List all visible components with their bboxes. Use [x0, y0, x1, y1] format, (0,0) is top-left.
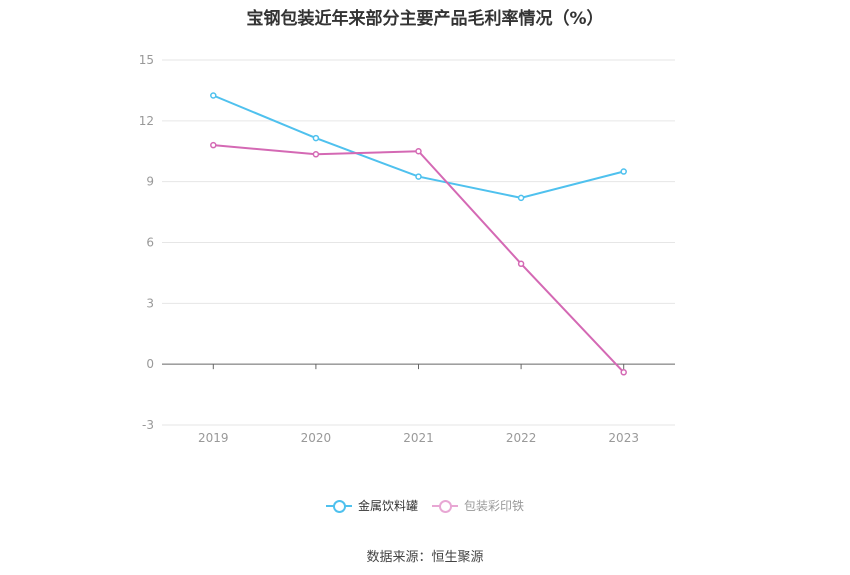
y-tick-label: 0 — [146, 357, 154, 371]
series-line-0 — [212, 94, 624, 199]
y-tick-label: 15 — [139, 53, 154, 67]
x-tick-label: 2023 — [608, 431, 639, 445]
y-tick-label: 6 — [146, 236, 154, 250]
legend-marker-icon — [325, 499, 352, 513]
y-tick-label: -3 — [142, 418, 154, 432]
data-point-0-1[interactable] — [312, 134, 320, 142]
x-tick-label: 2019 — [198, 431, 229, 445]
data-point-1-3[interactable] — [517, 260, 525, 268]
data-source: 数据来源：恒生聚源 — [366, 550, 484, 565]
legend-label: 金属饮料罐 — [357, 499, 418, 513]
x-tick-label: 2020 — [301, 431, 332, 445]
x-tick-label: 2022 — [506, 431, 537, 445]
data-point-0-4[interactable] — [620, 168, 627, 175]
chart-title: 宝钢包装近年来部分主要产品毛利率情况（%） — [246, 9, 604, 29]
legend-item-series-0[interactable]: 金属饮料罐 — [325, 497, 418, 514]
legend-item-series-1[interactable]: 包装彩印铁 — [432, 497, 524, 514]
y-tick-label: 12 — [139, 114, 154, 128]
data-point-1-1[interactable] — [312, 151, 320, 158]
data-point-0-3[interactable] — [517, 194, 525, 202]
legend: 金属饮料罐 包装彩印铁 — [0, 497, 850, 514]
data-point-1-4[interactable] — [620, 369, 627, 376]
x-tick-label: 2021 — [403, 431, 434, 445]
legend-marker-icon — [432, 499, 458, 513]
data-point-1-0[interactable] — [210, 141, 217, 149]
data-point-0-2[interactable] — [415, 173, 422, 180]
data-point-1-2[interactable] — [415, 148, 422, 155]
y-tick-label: 9 — [146, 175, 154, 189]
legend-label: 包装彩印铁 — [464, 499, 525, 513]
data-point-0-0[interactable] — [210, 92, 217, 99]
y-tick-label: 3 — [146, 296, 154, 310]
